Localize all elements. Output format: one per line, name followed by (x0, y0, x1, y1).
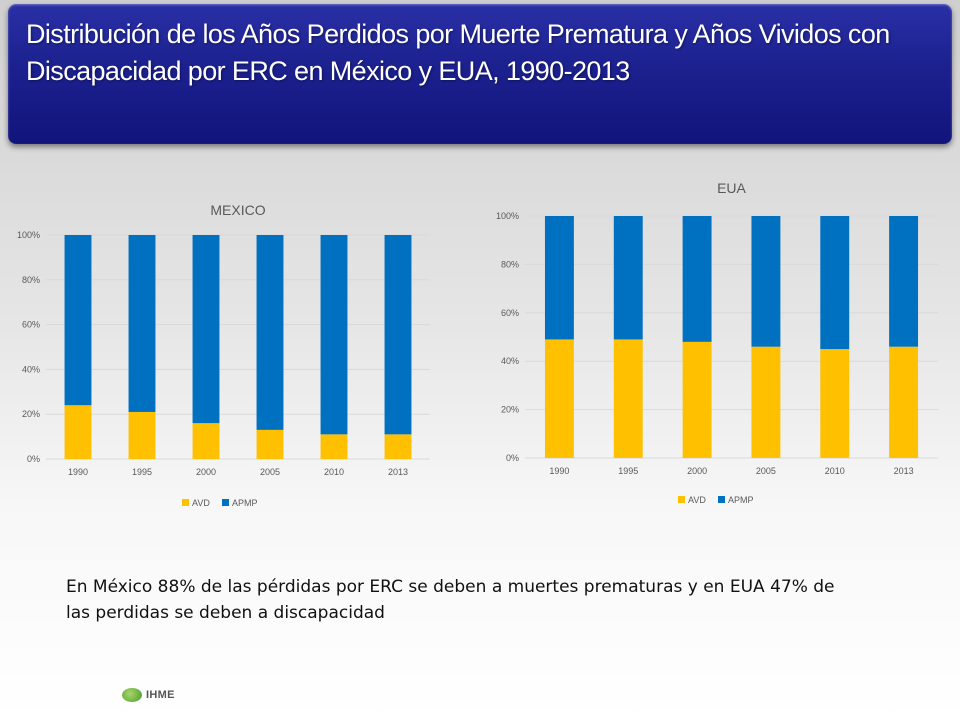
bar-apmp-2010 (320, 235, 348, 435)
chart-title: EUA (717, 180, 746, 196)
y-tick-label: 0% (27, 454, 40, 464)
y-tick-label: 80% (22, 275, 40, 285)
legend-swatch-avd (182, 499, 189, 506)
legend-swatch-apmp (718, 496, 725, 503)
bar-apmp-2010 (820, 216, 850, 350)
y-tick-label: 40% (501, 356, 519, 366)
bar-avd-2000 (192, 423, 220, 459)
y-tick-label: 40% (22, 364, 40, 374)
ihme-logo-icon (122, 688, 142, 702)
bar-avd-1995 (613, 339, 643, 458)
bar-avd-2005 (751, 346, 781, 458)
bar-avd-2005 (256, 429, 284, 459)
x-tick-label: 2000 (687, 466, 707, 476)
x-tick-label: 1990 (549, 466, 569, 476)
y-tick-label: 20% (22, 409, 40, 419)
x-tick-label: 1995 (618, 466, 638, 476)
y-tick-label: 80% (501, 259, 519, 269)
bar-apmp-1995 (128, 235, 156, 412)
bar-apmp-2005 (751, 216, 781, 347)
bar-apmp-2005 (256, 235, 284, 430)
x-tick-label: 2010 (324, 467, 344, 477)
x-tick-label: 2013 (388, 467, 408, 477)
bar-apmp-1990 (544, 216, 574, 340)
bar-avd-1990 (64, 405, 92, 459)
bar-avd-2010 (320, 434, 348, 459)
legend-swatch-avd (678, 496, 685, 503)
x-tick-label: 2000 (196, 467, 216, 477)
legend-swatch-apmp (222, 499, 229, 506)
legend-label-apmp: APMP (232, 498, 258, 508)
chart-eua: EUA 0% 20% 40% 60% 80% 100% 1990 1995 2000 2005 201… (496, 180, 938, 505)
ihme-logo-text: IHME (146, 689, 175, 701)
y-tick-label: 60% (22, 320, 40, 330)
bar-apmp-1995 (613, 216, 643, 340)
chart-title: MEXICO (210, 202, 265, 218)
x-tick-label: 1990 (68, 467, 88, 477)
y-tick-label: 0% (506, 453, 519, 463)
legend-label-avd: AVD (688, 495, 706, 505)
bar-avd-2013 (384, 434, 412, 459)
bar-apmp-1990 (64, 235, 92, 406)
bar-avd-1990 (544, 339, 574, 458)
ihme-logo: IHME (122, 688, 175, 702)
x-tick-label: 2005 (756, 466, 776, 476)
bar-apmp-2000 (192, 235, 220, 424)
chart-mexico: MEXICO 0% 20% 40% 60% 80% 100% 1990 1995 2000 2005… (17, 202, 430, 508)
x-tick-label: 1995 (132, 467, 152, 477)
page-title: Distribución de los Años Perdidos por Mu… (26, 19, 890, 86)
bar-avd-1995 (128, 411, 156, 459)
x-tick-label: 2005 (260, 467, 280, 477)
bar-apmp-2013 (384, 235, 412, 435)
caption-text: En México 88% de las pérdidas por ERC se… (66, 577, 835, 623)
bar-avd-2013 (889, 346, 919, 458)
y-tick-label: 100% (17, 230, 40, 240)
bar-avd-2010 (820, 349, 850, 458)
legend-label-apmp: APMP (728, 495, 754, 505)
x-tick-label: 2010 (825, 466, 845, 476)
legend-label-avd: AVD (192, 498, 210, 508)
y-tick-label: 20% (501, 405, 519, 415)
x-tick-label: 2013 (894, 466, 914, 476)
bar-apmp-2013 (889, 216, 919, 347)
bar-avd-2000 (682, 341, 712, 458)
y-tick-label: 60% (501, 308, 519, 318)
bar-apmp-2000 (682, 216, 712, 342)
title-banner (8, 4, 952, 144)
y-tick-label: 100% (496, 211, 519, 221)
